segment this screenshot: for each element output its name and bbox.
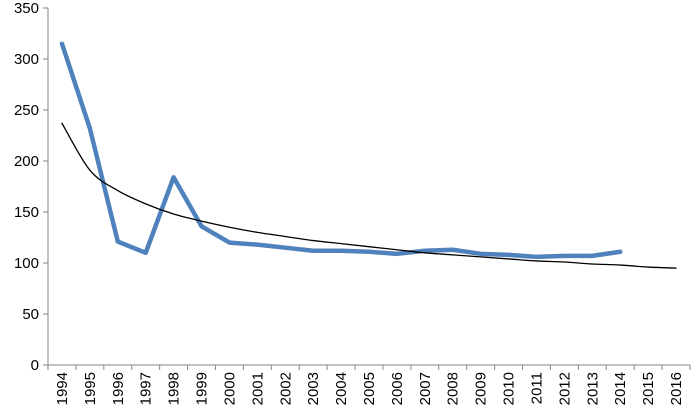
- y-tick-label: 350: [14, 0, 39, 17]
- x-tick-label: 2000: [221, 372, 238, 405]
- x-tick-label: 2012: [556, 372, 573, 405]
- y-tick-label: 0: [31, 357, 39, 374]
- x-tick-label: 2011: [528, 372, 545, 404]
- x-tick-label: 2004: [333, 372, 350, 405]
- x-tick-label: 2003: [305, 372, 322, 405]
- series-layer: [59, 41, 677, 269]
- y-tick-label: 300: [14, 51, 39, 68]
- x-tick-label: 2008: [445, 372, 462, 405]
- y-tick-label: 150: [14, 204, 39, 221]
- y-tick-label: 250: [14, 102, 39, 119]
- series-line-trend: [61, 122, 677, 269]
- y-axis-ticks: 0 50 100 150 200 250 300 350: [14, 0, 48, 374]
- series-line-data: [59, 41, 623, 260]
- x-tick-label: 1996: [110, 372, 127, 405]
- x-tick-label: 2013: [584, 372, 601, 405]
- x-axis-ticks: 1994 1995 1996 1997 1998 1999 2000 2001 2002 2003…: [47, 365, 691, 405]
- x-tick-label: 2005: [361, 372, 378, 405]
- x-tick-label: 2014: [612, 372, 629, 405]
- y-tick-label: 100: [14, 255, 39, 272]
- x-tick-label: 2006: [389, 372, 406, 405]
- x-tick-label: 1999: [194, 372, 211, 405]
- x-tick-label: 2015: [640, 372, 657, 405]
- x-tick-label: 2010: [501, 372, 518, 405]
- y-tick-label: 200: [14, 153, 39, 170]
- x-tick-label: 1995: [82, 372, 99, 405]
- x-tick-label: 1994: [54, 372, 71, 405]
- y-tick-label: 50: [22, 306, 39, 323]
- x-tick-label: 2001: [249, 372, 266, 405]
- x-tick-label: 2016: [668, 372, 685, 405]
- x-tick-label: 1997: [138, 372, 155, 405]
- x-tick-label: 2002: [277, 372, 294, 405]
- x-tick-label: 2009: [473, 372, 490, 405]
- x-tick-label: 2007: [417, 372, 434, 405]
- x-tick-label: 1998: [166, 372, 183, 405]
